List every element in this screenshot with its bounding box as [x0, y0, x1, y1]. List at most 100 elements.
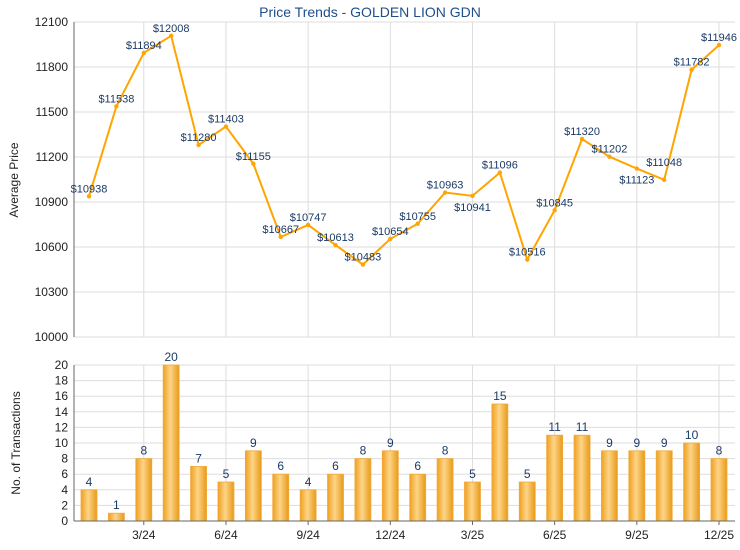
price-point: [223, 124, 229, 129]
x-tick-label: 9/24: [296, 528, 320, 542]
bar-data-label: 10: [685, 428, 699, 442]
price-y-axis-label: Average Price: [7, 142, 21, 217]
price-point: [497, 170, 503, 175]
transaction-bar: [272, 473, 290, 522]
transaction-bar: [491, 403, 509, 522]
transaction-bar: [464, 481, 481, 522]
price-data-label: $11403: [208, 114, 244, 126]
transaction-bar: [107, 512, 125, 522]
transaction-bar: [135, 458, 153, 522]
price-data-label: $10667: [262, 224, 299, 236]
price-y-tick-label: 12100: [35, 15, 69, 29]
bar-y-tick-label: 14: [55, 405, 69, 419]
price-data-label: $11894: [126, 40, 162, 52]
price-point: [662, 177, 667, 182]
price-data-label: $10845: [536, 197, 573, 209]
price-y-tick-label: 11500: [36, 105, 69, 119]
price-data-label: $10938: [71, 183, 108, 195]
transaction-bar: [655, 450, 673, 522]
x-tick-label: 12/25: [704, 528, 734, 542]
transaction-bar: [354, 458, 372, 522]
transaction-bar: [409, 473, 427, 522]
transaction-bar: [546, 434, 564, 522]
bar-y-tick-label: 8: [61, 452, 68, 466]
price-data-label: $11155: [236, 151, 271, 163]
price-point: [607, 154, 612, 159]
price-point: [141, 50, 146, 56]
price-point: [196, 142, 201, 148]
bar-data-label: 8: [442, 444, 449, 458]
price-point: [114, 104, 119, 109]
transaction-bar: [518, 481, 536, 522]
bar-data-label: 15: [493, 389, 507, 403]
bar-data-label: 8: [140, 444, 147, 458]
x-tick-label: 12/24: [375, 528, 405, 542]
price-point: [86, 194, 92, 199]
transaction-bar: [299, 489, 317, 522]
price-data-label: $11280: [181, 132, 217, 144]
bar-data-label: 11: [548, 420, 561, 434]
price-data-label: $11096: [482, 160, 518, 172]
price-point: [388, 236, 393, 242]
transaction-bar: [683, 442, 701, 522]
x-tick-label: 3/24: [132, 528, 156, 542]
bar-data-label: 6: [414, 459, 421, 473]
price-data-label: $11123: [619, 175, 654, 187]
price-point: [716, 42, 722, 48]
transaction-bar: [710, 458, 728, 522]
price-data-label: $11538: [98, 93, 134, 105]
bar-y-tick-label: 4: [61, 483, 68, 497]
bar-y-tick-label: 16: [55, 389, 69, 403]
price-point: [415, 221, 420, 226]
price-y-tick-label: 10900: [35, 195, 69, 209]
bar-data-label: 1: [113, 498, 120, 512]
bar-data-label: 8: [360, 444, 367, 458]
bar-data-label: 6: [277, 459, 284, 473]
bar-data-label: 6: [332, 459, 339, 473]
price-data-label: $10613: [317, 232, 354, 244]
x-tick-label: 6/25: [543, 528, 567, 542]
price-data-label: $10654: [372, 226, 409, 238]
transaction-bar: [628, 450, 646, 522]
bar-data-label: 9: [387, 436, 394, 450]
transaction-bar: [381, 450, 399, 522]
price-point: [168, 33, 174, 38]
bar-data-label: 11: [576, 420, 589, 434]
price-point: [579, 136, 585, 142]
price-point: [251, 161, 256, 166]
transaction-bar: [436, 458, 454, 522]
price-y-tick-label: 11200: [36, 150, 69, 164]
price-data-label: $11782: [674, 57, 710, 69]
bar-y-tick-label: 10: [55, 436, 69, 450]
price-point: [278, 234, 283, 240]
price-data-label: $10963: [427, 180, 464, 192]
x-tick-label: 9/25: [625, 528, 649, 542]
price-line: [88, 34, 720, 266]
bar-data-label: 5: [469, 467, 476, 481]
bar-data-label: 7: [195, 451, 202, 465]
transaction-bar: [80, 489, 98, 522]
transaction-bar: [327, 473, 344, 522]
price-y-tick-label: 10300: [35, 285, 69, 299]
bar-data-label: 8: [716, 444, 723, 458]
bar-data-label: 9: [606, 436, 613, 450]
bar-y-tick-label: 6: [61, 467, 68, 481]
price-point: [442, 190, 448, 195]
bar-y-tick-label: 12: [55, 420, 69, 434]
price-point: [689, 67, 694, 72]
bar-y-tick-label: 20: [55, 358, 69, 372]
transaction-bar: [217, 481, 235, 522]
price-point: [360, 262, 366, 267]
price-data-label: $11048: [646, 157, 682, 169]
price-data-label: $11946: [701, 32, 737, 44]
price-data-label: $10755: [399, 211, 436, 223]
price-point: [634, 166, 640, 171]
price-y-tick-label: 11800: [36, 60, 69, 74]
bar-data-label: 9: [661, 436, 668, 450]
bar-data-label: 9: [633, 436, 640, 450]
price-data-label: $10941: [454, 202, 491, 214]
bar-data-label: 4: [305, 475, 312, 489]
transaction-bar: [162, 364, 180, 522]
